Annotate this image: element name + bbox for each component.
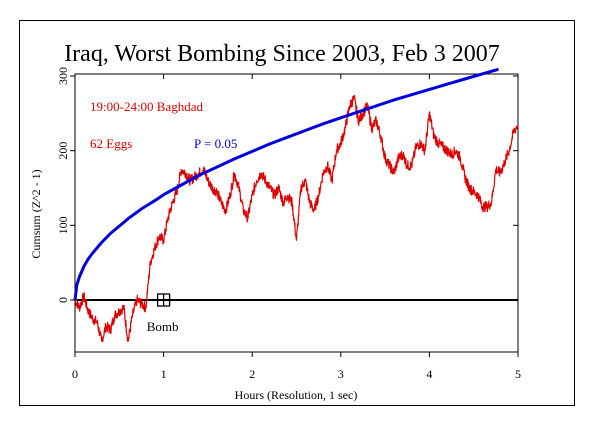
series-p05-envelope-line — [73, 67, 499, 301]
annotation-window: 19:00-24:00 Baghdad — [90, 99, 204, 114]
x-tick-label: 1 — [161, 367, 167, 381]
x-axis-label: Hours (Resolution, 1 sec) — [235, 388, 358, 402]
bomb-label: Bomb — [147, 319, 179, 334]
x-tick-label: 3 — [338, 367, 344, 381]
annotation-eggs: 62 Eggs — [90, 136, 132, 151]
y-tick-label: 300 — [56, 67, 70, 85]
y-axis: 0 100 200 300 — [56, 67, 518, 303]
x-axis: 0 1 2 3 4 5 — [72, 74, 521, 381]
y-tick-label: 200 — [56, 142, 70, 160]
bomb-marker — [156, 293, 171, 307]
plot-area — [74, 73, 519, 353]
x-tick-label: 0 — [72, 367, 78, 381]
y-axis-label: Cumsum (Z^2 - 1) — [29, 169, 43, 258]
annotation-p-value: P = 0.05 — [194, 136, 237, 151]
x-tick-label: 5 — [515, 367, 521, 381]
y-tick-label: 100 — [56, 216, 70, 234]
x-tick-label: 2 — [249, 367, 255, 381]
chart-frame — [19, 20, 575, 406]
x-tick-label: 4 — [426, 367, 432, 381]
chart-title: Iraq, Worst Bombing Since 2003, Feb 3 20… — [64, 41, 500, 67]
series-cumsum-line — [74, 94, 519, 343]
y-tick-label: 0 — [56, 297, 70, 303]
